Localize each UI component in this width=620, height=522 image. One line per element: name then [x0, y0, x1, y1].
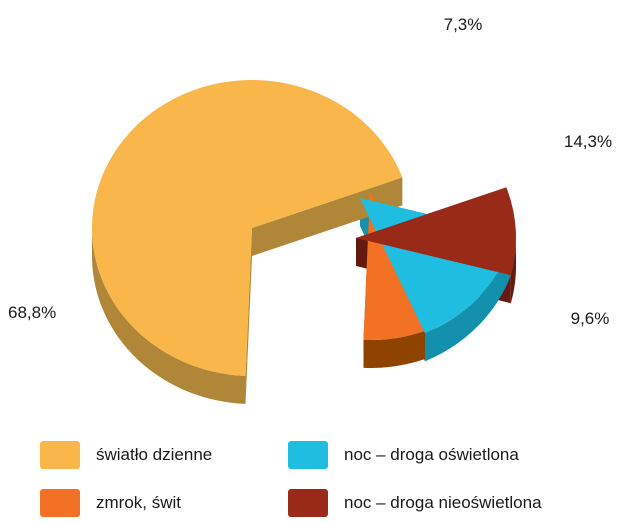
legend-label-night-lit: noc – droga oświetlona: [344, 445, 519, 464]
value-label-night-lit: 14,3%: [564, 132, 612, 151]
slice-daylight: [92, 80, 403, 376]
legend-label-daylight: światło dzienne: [96, 445, 213, 464]
value-label-night-unlit: 9,6%: [571, 309, 610, 328]
legend-item-daylight: światło dzienne: [40, 441, 212, 469]
legend-swatch-dusk-dawn: [40, 489, 80, 517]
legend-swatch-night-lit: [288, 441, 328, 469]
slice-face-daylight-0: [252, 177, 403, 256]
value-label-dusk-dawn: 7,3%: [444, 15, 483, 34]
legend-swatch-night-unlit: [288, 489, 328, 517]
legend-item-dusk-dawn: zmrok, świt: [40, 489, 181, 517]
value-label-daylight: 68,8%: [8, 303, 56, 322]
legend-item-night-unlit: noc – droga nieoświetlona: [288, 489, 542, 517]
legend-label-night-unlit: noc – droga nieoświetlona: [344, 493, 542, 512]
slice-side-night-unlit: [510, 238, 516, 304]
slice-side-dusk-dawn: [363, 327, 435, 368]
legend-swatch-daylight: [40, 441, 80, 469]
slice-face-daylight-1: [245, 228, 252, 404]
slice-night-unlit: [356, 187, 516, 276]
legend-item-night-lit: noc – droga oświetlona: [288, 441, 519, 469]
slice-side-night-lit: [424, 235, 515, 362]
legend-label-dusk-dawn: zmrok, świt: [96, 493, 181, 512]
slice-side-daylight: [92, 228, 246, 404]
